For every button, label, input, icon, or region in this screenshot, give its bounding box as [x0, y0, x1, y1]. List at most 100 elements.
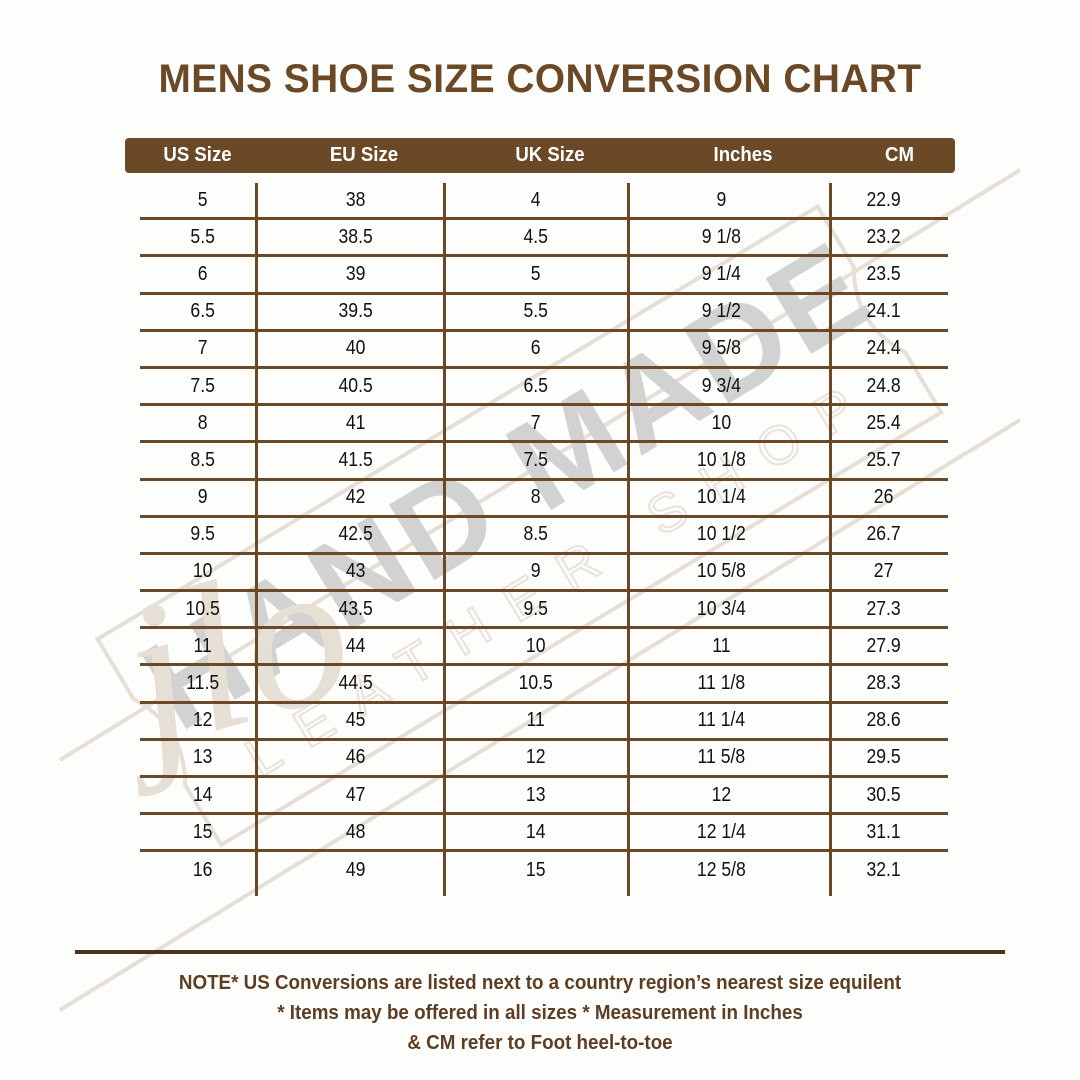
table-row: 13 46 12 11 5/8 29.5 — [140, 741, 948, 778]
table-cell: 25.7 — [866, 448, 901, 471]
table-cell: 15 — [192, 820, 213, 843]
column-header-inches: Inches — [713, 144, 773, 166]
table-cell: 10 1/2 — [696, 523, 746, 546]
table-row: 10.5 43.5 9.5 10 3/4 27.3 — [140, 592, 948, 630]
table-cell: 6.5 — [190, 300, 215, 323]
table-cell: 11 — [526, 709, 545, 732]
table-cell: 11 1/8 — [697, 672, 746, 695]
table-cell: 5.5 — [190, 225, 215, 248]
table-cell: 29.5 — [866, 746, 901, 769]
table-cell: 22.9 — [866, 188, 901, 211]
table-cell: 24.4 — [866, 337, 901, 360]
table-cell: 43 — [346, 560, 366, 583]
table-cell: 24.8 — [866, 374, 901, 397]
table-cell: 38 — [346, 188, 366, 211]
footer-divider — [75, 950, 1005, 954]
table-row: 10 43 9 10 5/8 27 — [140, 555, 948, 593]
table-cell: 11 5/8 — [697, 746, 746, 769]
table-cell: 42 — [346, 486, 366, 509]
footer-note-line-3: & CM refer to Foot heel-to-toe — [407, 1032, 673, 1054]
table-cell: 28.6 — [866, 709, 901, 732]
table-cell: 12 5/8 — [696, 859, 746, 882]
table-body: 5 38 4 9 22.9 5.5 38.5 4.5 9 1/8 23.2 6 39 5 9 1/4 23.… — [140, 183, 948, 890]
table-cell: 28.3 — [866, 672, 901, 695]
column-header-eu-size: EU Size — [329, 144, 399, 166]
table-cell: 27.9 — [866, 634, 901, 657]
table-cell: 9 5/8 — [701, 337, 741, 360]
table-row: 9.5 42.5 8.5 10 1/2 26.7 — [140, 518, 948, 555]
table-cell: 9 3/4 — [701, 374, 741, 397]
table-cell: 10 1/8 — [696, 448, 746, 471]
table-cell: 12 — [711, 783, 732, 806]
table-cell: 10 — [711, 411, 732, 434]
table-cell: 9.5 — [190, 523, 215, 546]
table-cell: 31.1 — [866, 820, 901, 843]
table-cell: 10 3/4 — [696, 597, 746, 620]
table-cell: 10 5/8 — [696, 560, 746, 583]
table-cell: 4.5 — [523, 225, 548, 248]
table-cell: 8 — [530, 486, 541, 509]
table-cell: 8 — [197, 411, 208, 434]
table-row: 14 47 13 12 30.5 — [140, 778, 948, 816]
table-cell: 5 — [530, 262, 541, 285]
table-row: 11.5 44.5 10.5 11 1/8 28.3 — [140, 666, 948, 704]
table-cell: 9 — [530, 560, 541, 583]
footer-note-line-1: NOTE* US Conversions are listed next to … — [178, 972, 902, 994]
table-cell: 30.5 — [866, 783, 901, 806]
table-cell: 23.2 — [866, 225, 901, 248]
column-header-cm: CM — [885, 144, 914, 166]
column-divider-4 — [829, 183, 832, 896]
table-cell: 9 1/4 — [701, 262, 741, 285]
table-cell: 45 — [346, 709, 366, 732]
table-cell: 32.1 — [866, 859, 901, 882]
table-cell: 8.5 — [523, 523, 548, 546]
table-row: 6.5 39.5 5.5 9 1/2 24.1 — [140, 295, 948, 332]
table-cell: 27.3 — [866, 597, 901, 620]
table-cell: 11 1/4 — [697, 709, 746, 732]
table-cell: 40.5 — [338, 374, 374, 397]
table-row: 15 48 14 12 1/4 31.1 — [140, 815, 948, 853]
table-cell: 14 — [525, 820, 546, 843]
table-row: 6 39 5 9 1/4 23.5 — [140, 257, 948, 295]
table-cell: 14 — [192, 783, 213, 806]
table-cell: 4 — [530, 188, 541, 211]
table-row: 8.5 41.5 7.5 10 1/8 25.7 — [140, 443, 948, 481]
table-cell: 7 — [530, 411, 541, 434]
table-row: 9 42 8 10 1/4 26 — [140, 481, 948, 518]
table-cell: 39 — [346, 262, 366, 285]
table-cell: 10 — [192, 560, 213, 583]
table-cell: 9 1/2 — [701, 300, 741, 323]
table-cell: 5.5 — [523, 300, 548, 323]
table-cell: 8.5 — [190, 448, 215, 471]
table-cell: 44 — [346, 634, 366, 657]
table-cell: 10.5 — [518, 672, 553, 695]
table-cell: 7 — [197, 337, 208, 360]
column-divider-3 — [627, 183, 630, 896]
table-cell: 10 — [525, 634, 546, 657]
table-cell: 12 1/4 — [696, 820, 746, 843]
table-cell: 5 — [197, 188, 208, 211]
table-cell: 11 — [193, 634, 212, 657]
table-cell: 26.7 — [866, 523, 901, 546]
table-cell: 10 1/4 — [696, 486, 746, 509]
table-cell: 16 — [192, 859, 213, 882]
table-row: 5.5 38.5 4.5 9 1/8 23.2 — [140, 220, 948, 258]
table-row: 5 38 4 9 22.9 — [140, 183, 948, 221]
table-cell: 47 — [346, 783, 366, 806]
table-cell: 10.5 — [185, 597, 220, 620]
footer-note: NOTE* US Conversions are listed next to … — [32, 968, 1047, 1058]
table-cell: 9 — [197, 486, 208, 509]
table-cell: 6 — [197, 262, 208, 285]
table-cell: 39.5 — [338, 300, 374, 323]
table-row: 16 49 15 12 5/8 32.1 — [140, 852, 948, 889]
column-header-uk-size: UK Size — [515, 144, 585, 166]
table-cell: 41 — [346, 411, 366, 434]
table-cell: 46 — [346, 746, 366, 769]
page-title: MENS SHOE SIZE CONVERSION CHART — [158, 57, 922, 101]
column-header-us-size: US Size — [163, 144, 232, 166]
table-cell: 12 — [525, 746, 546, 769]
table-cell: 27 — [873, 560, 894, 583]
table-cell: 9 1/8 — [701, 225, 741, 248]
size-conversion-table: US Size EU Size UK Size Inches CM 5 38 4 9 2… — [125, 138, 955, 896]
